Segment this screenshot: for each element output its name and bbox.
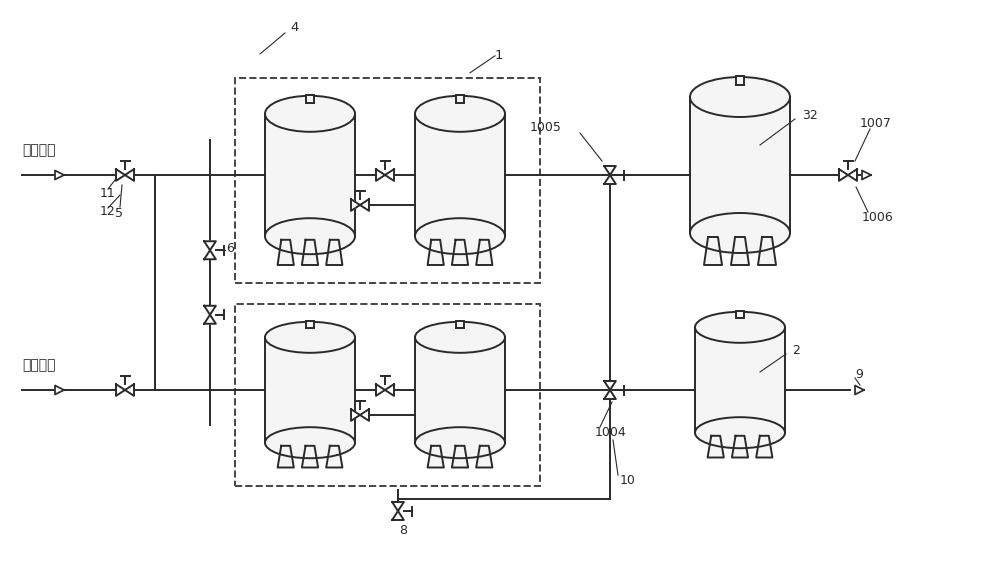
Ellipse shape [415,218,505,254]
Bar [736,76,744,85]
Polygon shape [116,169,125,181]
Text: 32: 32 [802,109,818,122]
Ellipse shape [265,322,355,353]
Polygon shape [848,169,857,181]
Polygon shape [360,409,369,421]
Bar [736,311,744,318]
Polygon shape [708,436,724,457]
Text: 9: 9 [855,368,863,381]
Polygon shape [604,166,616,175]
Ellipse shape [415,322,505,353]
Polygon shape [452,446,468,468]
Ellipse shape [415,427,505,458]
Text: 12: 12 [100,204,116,217]
Polygon shape [452,240,468,265]
Bar [695,327,785,432]
Text: 1: 1 [495,50,504,62]
Polygon shape [302,240,318,265]
Polygon shape [758,237,776,265]
Ellipse shape [695,417,785,448]
Polygon shape [278,240,294,265]
Text: 10: 10 [620,473,636,486]
Polygon shape [392,502,404,511]
Polygon shape [862,171,871,179]
Bar [235,304,540,485]
Bar [265,114,355,236]
Polygon shape [704,237,722,265]
Bar [690,97,790,233]
Polygon shape [428,240,444,265]
Polygon shape [125,169,134,181]
Ellipse shape [415,96,505,132]
Ellipse shape [690,77,790,117]
Polygon shape [855,386,864,394]
Polygon shape [376,169,385,181]
Polygon shape [732,436,748,457]
Polygon shape [385,169,394,181]
Polygon shape [204,315,216,324]
Polygon shape [731,237,749,265]
Polygon shape [204,306,216,315]
Polygon shape [604,390,616,399]
Polygon shape [604,175,616,184]
Text: 8: 8 [399,524,407,537]
Polygon shape [360,199,369,211]
Polygon shape [278,446,294,468]
Bar [306,321,314,328]
Polygon shape [476,240,492,265]
Bar [456,95,464,103]
Polygon shape [476,446,492,468]
Bar [456,321,464,328]
Text: 4: 4 [291,20,299,34]
Polygon shape [204,241,216,250]
Bar [415,114,505,236]
Polygon shape [385,384,394,396]
Polygon shape [302,446,318,468]
Text: 1007: 1007 [860,117,892,130]
Text: 11: 11 [100,187,116,200]
Text: 5: 5 [115,207,123,220]
Polygon shape [376,384,385,396]
Text: 2: 2 [792,344,800,357]
Text: 1006: 1006 [862,211,894,224]
Ellipse shape [695,312,785,343]
Polygon shape [839,169,848,181]
Polygon shape [604,381,616,390]
Ellipse shape [690,213,790,253]
Text: 1004: 1004 [595,426,627,439]
Ellipse shape [265,427,355,458]
Bar [265,337,355,443]
Ellipse shape [265,96,355,132]
Polygon shape [204,250,216,259]
Ellipse shape [265,218,355,254]
Polygon shape [55,386,64,394]
Text: 压缩空气: 压缩空气 [22,143,56,157]
Text: 压缩空气: 压缩空气 [22,358,56,372]
Polygon shape [116,384,125,396]
Polygon shape [55,171,64,179]
Polygon shape [326,240,342,265]
Polygon shape [428,446,444,468]
Bar [235,78,540,283]
Bar [306,95,314,103]
Polygon shape [351,199,360,211]
Polygon shape [326,446,342,468]
Polygon shape [351,409,360,421]
Polygon shape [125,384,134,396]
Polygon shape [392,511,404,520]
Text: 1005: 1005 [530,121,562,134]
Bar [415,337,505,443]
Polygon shape [756,436,772,457]
Text: 6: 6 [226,242,234,255]
